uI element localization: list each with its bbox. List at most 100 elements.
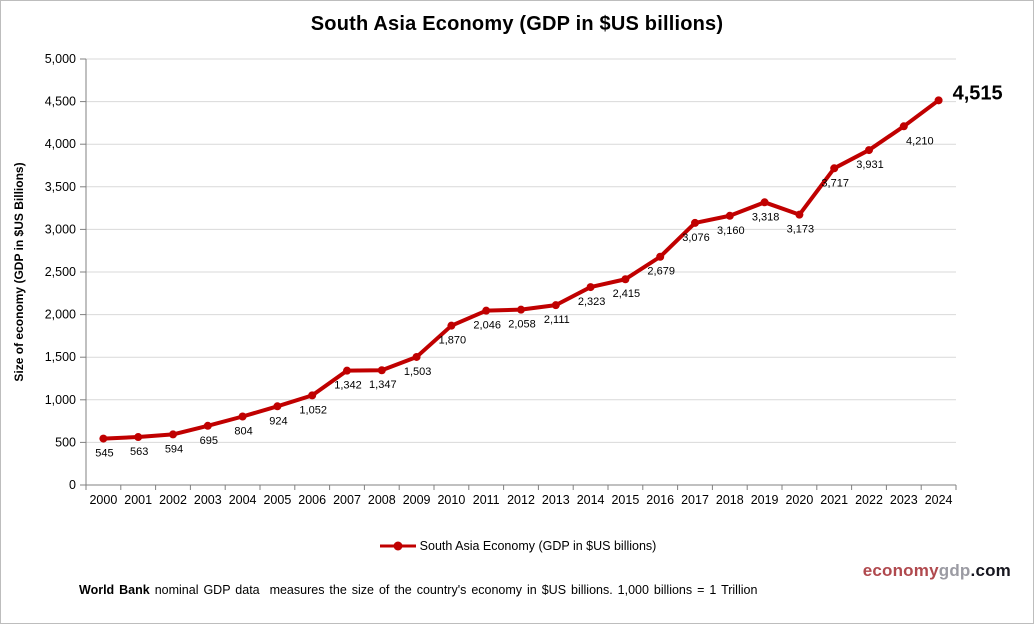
x-tick-label: 2022 bbox=[855, 493, 883, 507]
data-point bbox=[551, 301, 560, 310]
data-label: 1,870 bbox=[439, 335, 467, 347]
y-tick-label: 0 bbox=[69, 478, 76, 492]
data-point bbox=[169, 430, 177, 439]
x-tick-label: 2002 bbox=[159, 493, 187, 507]
x-tick-label: 2015 bbox=[611, 493, 639, 507]
y-axis-title: Size of economy (GDP in $US Billions) bbox=[12, 162, 26, 381]
x-tick-label: 2003 bbox=[194, 493, 222, 507]
data-point bbox=[447, 321, 456, 330]
data-label: 594 bbox=[165, 443, 183, 455]
brand-part-gdp: gdp bbox=[938, 561, 971, 580]
x-tick-label: 2017 bbox=[681, 493, 709, 507]
data-point bbox=[691, 218, 699, 227]
data-point bbox=[273, 402, 282, 411]
data-label: 924 bbox=[269, 415, 287, 427]
x-tick-label: 2020 bbox=[785, 493, 813, 507]
data-label: 3,931 bbox=[856, 159, 884, 171]
data-label: 2,415 bbox=[613, 288, 641, 300]
data-point bbox=[795, 210, 804, 219]
x-tick-label: 2023 bbox=[890, 493, 918, 507]
data-point bbox=[934, 96, 943, 105]
data-label: 2,679 bbox=[647, 266, 675, 278]
data-label: 3,076 bbox=[682, 232, 710, 244]
data-label: 2,111 bbox=[544, 314, 570, 326]
data-point bbox=[134, 433, 143, 442]
data-point bbox=[830, 164, 839, 173]
y-tick-label: 2,000 bbox=[45, 308, 76, 322]
x-tick-label: 2018 bbox=[716, 493, 744, 507]
data-label-final: 4,515 bbox=[953, 82, 1003, 104]
y-tick-label: 3,500 bbox=[45, 180, 76, 194]
data-point bbox=[377, 366, 386, 375]
data-point bbox=[621, 275, 630, 284]
legend-label: South Asia Economy (GDP in $US billions) bbox=[419, 539, 657, 553]
data-point bbox=[343, 366, 351, 375]
y-tick-label: 2,500 bbox=[45, 265, 76, 279]
x-tick-label: 2009 bbox=[403, 493, 431, 507]
data-point bbox=[308, 391, 317, 400]
x-tick-label: 2014 bbox=[577, 493, 605, 507]
x-tick-label: 2007 bbox=[333, 493, 361, 507]
data-label: 695 bbox=[200, 435, 218, 447]
brand-logo: economygdp.com bbox=[863, 561, 1011, 581]
x-tick-label: 2011 bbox=[473, 493, 500, 507]
y-tick-label: 5,000 bbox=[45, 52, 76, 66]
data-label: 1,052 bbox=[299, 404, 327, 416]
data-label: 3,318 bbox=[752, 211, 780, 223]
data-point bbox=[412, 352, 421, 361]
brand-part-com: .com bbox=[970, 561, 1011, 580]
series-line bbox=[101, 98, 941, 441]
data-label: 1,503 bbox=[404, 366, 432, 378]
data-label: 4,210 bbox=[906, 135, 934, 147]
x-tick-label: 2021 bbox=[820, 493, 848, 507]
data-point bbox=[586, 283, 595, 292]
x-tick-label: 2010 bbox=[437, 493, 465, 507]
legend: South Asia Economy (GDP in $US billions) bbox=[1, 539, 1033, 553]
footnote: World Bank nominal GDP data measures the… bbox=[79, 583, 779, 597]
data-point bbox=[517, 305, 525, 314]
data-point bbox=[203, 421, 212, 430]
x-tick-label: 2024 bbox=[925, 493, 953, 507]
data-point bbox=[865, 146, 873, 155]
data-point bbox=[238, 412, 247, 421]
data-label: 545 bbox=[95, 448, 113, 460]
y-tick-label: 3,000 bbox=[45, 222, 76, 236]
data-label: 1,342 bbox=[334, 380, 362, 392]
data-label: 2,323 bbox=[578, 296, 606, 308]
brand-part-economy: economy bbox=[862, 561, 939, 580]
data-label: 563 bbox=[130, 446, 148, 458]
data-label: 3,717 bbox=[821, 177, 849, 189]
data-label: 804 bbox=[234, 425, 252, 437]
y-tick-label: 500 bbox=[55, 435, 76, 449]
data-point bbox=[482, 306, 491, 315]
x-tick-label: 2008 bbox=[368, 493, 396, 507]
data-point bbox=[656, 252, 665, 261]
x-tick-label: 2016 bbox=[646, 493, 674, 507]
data-label: 2,058 bbox=[508, 319, 536, 331]
y-tick-label: 4,500 bbox=[45, 95, 76, 109]
data-point bbox=[899, 122, 908, 131]
x-tick-label: 2013 bbox=[542, 493, 570, 507]
y-tick-label: 1,500 bbox=[45, 350, 76, 364]
y-tick-label: 1,000 bbox=[45, 393, 76, 407]
x-tick-label: 2004 bbox=[229, 493, 257, 507]
y-tick-label: 4,000 bbox=[45, 137, 76, 151]
footnote-bold: World Bank bbox=[79, 583, 150, 597]
x-tick-label: 2005 bbox=[263, 493, 291, 507]
x-tick-label: 2012 bbox=[507, 493, 535, 507]
data-label: 2,046 bbox=[473, 320, 501, 332]
x-tick-label: 2006 bbox=[298, 493, 326, 507]
x-tick-label: 2001 bbox=[124, 493, 152, 507]
chart-title: South Asia Economy (GDP in $US billions) bbox=[310, 13, 724, 35]
data-label: 3,173 bbox=[787, 224, 815, 236]
data-point bbox=[725, 211, 734, 220]
data-point bbox=[760, 198, 769, 207]
data-label: 1,347 bbox=[369, 379, 397, 391]
footnote-text: nominal GDP data measures the size of th… bbox=[149, 583, 758, 597]
data-label: 3,160 bbox=[717, 225, 745, 237]
x-tick-label: 2019 bbox=[751, 493, 779, 507]
legend-marker-icon bbox=[378, 540, 418, 552]
data-point bbox=[99, 434, 108, 443]
